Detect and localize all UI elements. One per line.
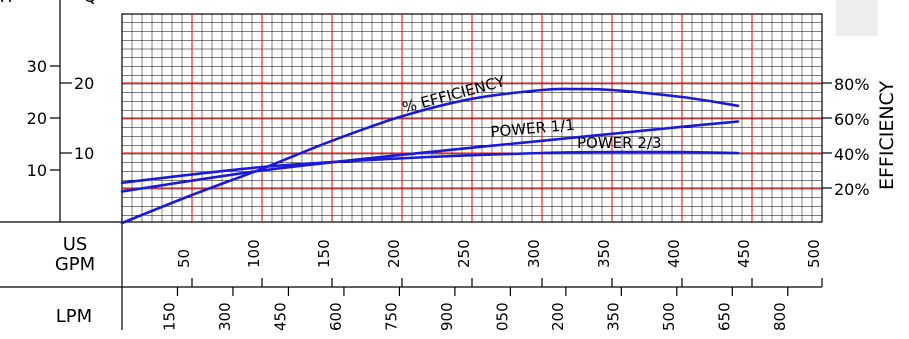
flow-scales: US GPM LPM 50 100 150 200 250 300 350 400 450 500…: [0, 222, 823, 331]
left-axes: 30 20 10 20 10: [0, 0, 122, 223]
efficiency-axis-label: EFFICIENCY: [876, 81, 898, 190]
gpm-tick-label: 150: [315, 239, 333, 268]
lpm-tick-label: 900: [438, 302, 456, 331]
gpm-tick-label: 500: [805, 239, 823, 268]
power-two-thirds-curve: [120, 150, 740, 185]
gpm-label-gpm: GPM: [55, 254, 95, 275]
h-axis-label: H: [0, 0, 12, 7]
axis-header: H Q: [0, 0, 97, 7]
efficiency-tick-20: 20%: [834, 180, 870, 199]
lpm-tick-label: 650: [715, 302, 733, 331]
power-two-thirds-curve-label: POWER 2/3: [577, 134, 662, 152]
gpm-tick-label: 250: [455, 239, 473, 268]
gpm-tick-label: 300: [525, 239, 543, 268]
lpm-ticks: 150 300 450 600 750 900 050 200 350 500 650 800: [160, 287, 789, 331]
chart-grid: [121, 13, 832, 223]
lpm-label: LPM: [56, 306, 92, 327]
efficiency-axis: 80% 60% 40% 20% EFFICIENCY: [834, 75, 898, 199]
lpm-tick-label: 600: [327, 302, 345, 331]
performance-curves: [120, 87, 740, 225]
h-tick-30: 30: [27, 57, 47, 76]
lpm-tick-label: 750: [382, 302, 400, 331]
gpm-tick-label: 350: [595, 239, 613, 268]
gpm-tick-label: 400: [665, 239, 683, 268]
power-full-curve: [120, 120, 740, 193]
gpm-tick-label: 50: [175, 249, 193, 268]
lpm-tick-label: 350: [604, 302, 622, 331]
h-tick-20: 20: [27, 109, 47, 128]
lpm-tick-label: 500: [660, 302, 678, 331]
power-full-curve-label: POWER 1/1: [490, 116, 576, 141]
efficiency-tick-80: 80%: [834, 75, 870, 94]
h-tick-10: 10: [27, 161, 47, 180]
gpm-ticks: 50 100 150 200 250 300 350 400 450 500: [175, 239, 823, 287]
lpm-tick-label: 300: [216, 302, 234, 331]
efficiency-tick-40: 40%: [834, 145, 870, 164]
q-tick-10: 10: [74, 144, 94, 163]
efficiency-curve: [120, 87, 740, 225]
gpm-tick-label: 200: [385, 239, 403, 268]
lpm-tick-label: 200: [549, 302, 567, 331]
gpm-tick-label: 100: [245, 239, 263, 268]
q-axis-label: Q: [83, 0, 96, 7]
efficiency-tick-60: 60%: [834, 110, 870, 129]
gpm-tick-label: 450: [735, 239, 753, 268]
lpm-tick-label: 150: [160, 302, 178, 331]
gpm-label-us: US: [63, 234, 88, 255]
lpm-tick-label: 800: [771, 302, 789, 331]
lpm-tick-label: 450: [271, 302, 289, 331]
q-tick-20: 20: [74, 74, 94, 93]
corner-box: [836, 0, 878, 36]
lpm-tick-label: 050: [493, 302, 511, 331]
